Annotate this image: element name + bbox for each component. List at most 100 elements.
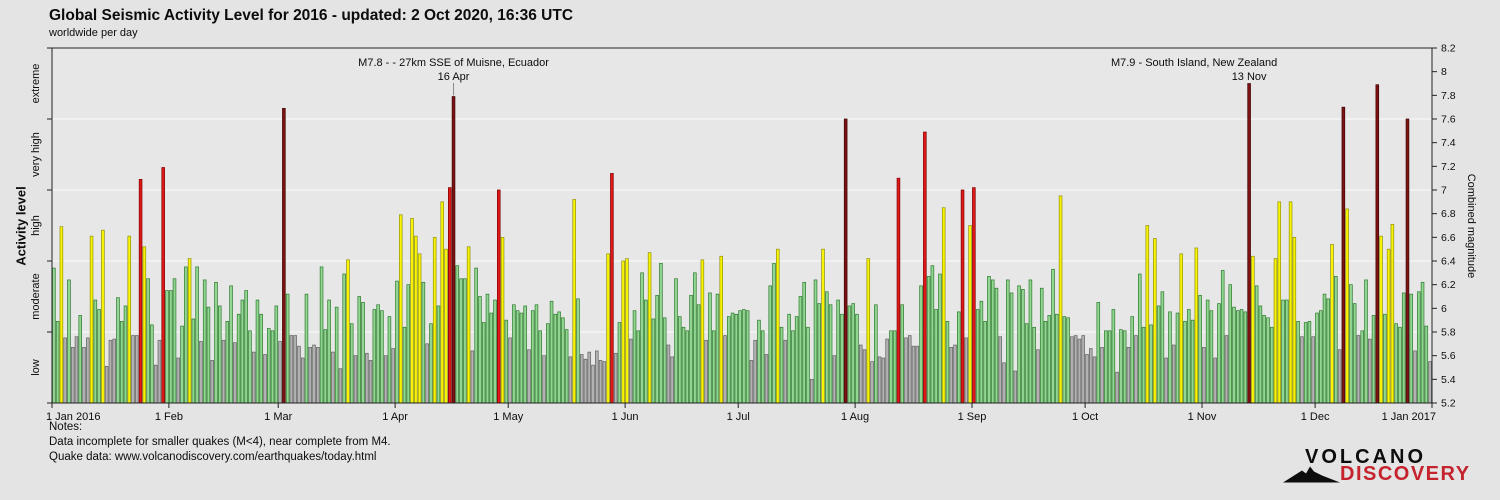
bar-day-315-moderate <box>1236 310 1240 404</box>
annotation-date: 16 Apr <box>438 71 470 83</box>
bar-day-142-low <box>583 358 588 404</box>
bar-day-35-moderate <box>180 325 184 404</box>
bar-day-119-very high <box>497 189 501 404</box>
quake-data-source-link[interactable]: Quake data: www.volcanodiscovery.com/ear… <box>49 451 377 463</box>
bar-day-149-very high <box>610 173 614 404</box>
bar-day-313-moderate <box>1228 284 1233 404</box>
bar-day-226-moderate <box>900 304 904 404</box>
bar-day-347-low <box>1356 335 1361 404</box>
bar-day-14-high <box>101 229 105 404</box>
bar-day-329-high <box>1288 201 1293 404</box>
bar-day-39-moderate <box>195 266 199 404</box>
volcano-icon <box>1283 466 1340 483</box>
right-axis-tick-label: 5.8 <box>1441 327 1456 339</box>
bar-day-88-moderate <box>380 310 384 404</box>
notes-block: Notes: Data incomplete for smaller quake… <box>49 420 391 465</box>
bar-day-275-low <box>1085 354 1089 404</box>
bar-day-151-moderate <box>617 322 622 404</box>
right-axis-tick-label: 6 <box>1441 303 1447 315</box>
bar-day-62-extreme <box>282 107 286 404</box>
bar-day-18-moderate <box>116 297 120 404</box>
bar-day-253-low <box>1002 362 1006 404</box>
bar-day-57-low <box>263 354 267 404</box>
bar-day-85-low <box>368 360 373 404</box>
bar-day-75-low <box>331 351 335 404</box>
bar-day-345-moderate <box>1349 284 1353 404</box>
bar-day-232-very high <box>923 131 927 404</box>
bar-day-187-low <box>753 339 757 404</box>
bar-day-43-low <box>210 360 214 404</box>
bar-day-306-low <box>1202 347 1206 404</box>
bar-day-261-moderate <box>1032 326 1036 404</box>
right-axis-tick-label: 7.8 <box>1441 90 1456 102</box>
bar-day-130-moderate <box>538 330 543 404</box>
bar-day-150-low <box>613 352 618 404</box>
bar-day-290-moderate <box>1141 326 1146 404</box>
bar-day-84-low <box>365 352 369 404</box>
bar-day-76-moderate <box>334 306 339 404</box>
right-axis-tick-label: 5.4 <box>1441 374 1456 386</box>
bar-day-4-low <box>63 337 67 404</box>
bar-day-330-high <box>1292 236 1297 404</box>
right-axis-tick-label: 8 <box>1441 66 1447 78</box>
bar-day-123-moderate <box>512 304 516 404</box>
bar-day-91-low <box>391 348 395 404</box>
bar-day-175-moderate <box>708 292 712 404</box>
bar-day-340-high <box>1330 244 1334 404</box>
bar-day-311-moderate <box>1220 270 1225 404</box>
bar-day-135-moderate <box>557 311 561 404</box>
bar-day-116-moderate <box>485 293 490 404</box>
bar-day-365-moderate <box>1424 325 1429 404</box>
bar-day-326-high <box>1277 201 1282 404</box>
bar-day-127-low <box>527 349 531 404</box>
bar-day-93-high <box>398 214 403 404</box>
bar-day-188-moderate <box>757 319 761 404</box>
bar-day-185-moderate <box>745 310 750 404</box>
bar-day-49-low <box>233 342 237 404</box>
bar-day-271-low <box>1070 336 1074 404</box>
bar-day-136-moderate <box>561 317 565 404</box>
right-axis-tick-label: 6.4 <box>1441 256 1456 268</box>
bar-day-40-low <box>199 341 203 404</box>
right-axis-tick-label: 7.4 <box>1441 137 1456 149</box>
bar-day-250-moderate <box>990 279 995 404</box>
bar-day-278-moderate <box>1096 302 1101 404</box>
bar-day-72-moderate <box>319 266 324 404</box>
bar-day-89-low <box>383 355 388 404</box>
bar-day-327-moderate <box>1281 299 1285 404</box>
bar-day-251-moderate <box>994 287 999 404</box>
bar-day-316-moderate <box>1239 309 1244 404</box>
bar-day-295-moderate <box>1160 291 1165 404</box>
notes-heading: Notes: <box>49 421 83 433</box>
bar-day-17-low <box>112 338 116 404</box>
bar-day-193-high <box>776 248 780 404</box>
bar-day-68-moderate <box>304 293 309 404</box>
bar-day-100-low <box>425 343 429 404</box>
bar-day-305-moderate <box>1198 294 1202 404</box>
bar-day-203-moderate <box>813 279 818 404</box>
bar-day-245-very high <box>972 187 976 404</box>
bar-day-300-high <box>1179 253 1183 404</box>
bar-day-206-moderate <box>825 291 829 404</box>
bar-day-277-low <box>1092 356 1097 404</box>
notes-line-coverage: Data incomplete for smaller quakes (M<4)… <box>49 436 391 448</box>
right-axis-tick-label: 7.6 <box>1441 114 1456 126</box>
bar-day-299-moderate <box>1175 312 1180 404</box>
bar-day-101-moderate <box>429 323 433 404</box>
bar-day-176-moderate <box>711 330 716 404</box>
bar-day-7-low <box>74 336 79 404</box>
bar-day-298-low <box>1171 344 1176 404</box>
bar-day-115-moderate <box>481 322 486 404</box>
bar-day-204-moderate <box>817 303 822 404</box>
right-axis-tick-label: 7.2 <box>1441 161 1456 173</box>
bar-day-66-low <box>297 345 301 404</box>
bar-day-247-moderate <box>979 300 984 404</box>
bar-day-153-high <box>625 258 629 404</box>
bar-day-191-moderate <box>768 285 773 404</box>
bar-day-282-moderate <box>1111 309 1116 404</box>
bar-day-164-low <box>666 344 671 404</box>
volcanodiscovery-logo[interactable]: VOLCANO DISCOVERY <box>1283 446 1469 490</box>
bar-day-73-moderate <box>323 329 328 404</box>
bar-day-219-moderate <box>874 304 878 404</box>
bar-day-217-high <box>866 258 871 404</box>
